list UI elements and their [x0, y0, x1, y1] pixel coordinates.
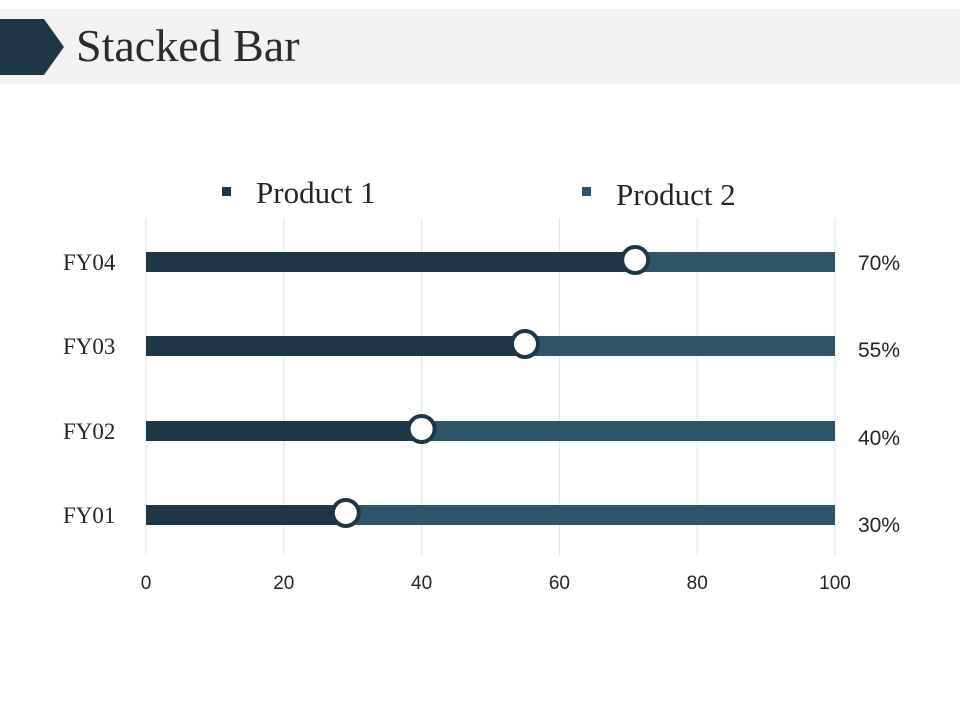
- bar-fy01-series-1: [146, 505, 346, 525]
- marker-fy04: [620, 245, 651, 275]
- bar-fy04-series-1: [146, 252, 636, 272]
- x-tick-label-80: 80: [687, 573, 708, 594]
- x-tick-label-100: 100: [819, 573, 851, 594]
- bar-fy02-series-1: [146, 421, 422, 441]
- bar-fy02-series-2: [421, 421, 835, 441]
- legend-label-series-2: Product 2: [616, 177, 736, 212]
- legend-swatch-series-1: [222, 187, 231, 196]
- marker-fy02: [406, 414, 437, 444]
- x-tick-label-40: 40: [411, 573, 432, 594]
- category-label-fy03: FY03: [63, 334, 115, 359]
- markers: [330, 245, 651, 528]
- value-label-fy01: 30%: [858, 514, 900, 537]
- title-arrow-icon: [0, 19, 64, 75]
- bar-fy03-series-1: [146, 336, 525, 356]
- bars: [146, 252, 835, 525]
- value-label-fy03: 55%: [858, 339, 900, 362]
- value-label-fy02: 40%: [858, 427, 900, 450]
- marker-fy03: [509, 329, 540, 359]
- bar-fy04-series-2: [635, 252, 835, 272]
- category-label-fy01: FY01: [63, 503, 115, 528]
- x-tick-label-20: 20: [273, 573, 294, 594]
- gridlines: [145, 218, 836, 555]
- legend: Product 1 Product 2: [222, 175, 736, 212]
- labels: 0 20 40 60 80 100 FY04 70% FY03 55% FY02 40% FY01 30%: [63, 250, 900, 594]
- value-label-fy04: 70%: [858, 252, 900, 275]
- legend-label-series-1: Product 1: [256, 175, 376, 210]
- marker-fy01: [330, 498, 361, 528]
- category-label-fy02: FY02: [63, 419, 115, 444]
- category-label-fy04: FY04: [63, 250, 116, 275]
- bar-fy03-series-2: [524, 336, 835, 356]
- title-band: [0, 9, 960, 84]
- bar-fy01-series-2: [345, 505, 835, 525]
- legend-swatch-series-2: [582, 187, 591, 196]
- x-tick-label-60: 60: [549, 573, 570, 594]
- x-tick-label-0: 0: [141, 573, 152, 594]
- title-arrow-shape: [0, 19, 64, 75]
- slide-title: Stacked Bar: [76, 20, 300, 71]
